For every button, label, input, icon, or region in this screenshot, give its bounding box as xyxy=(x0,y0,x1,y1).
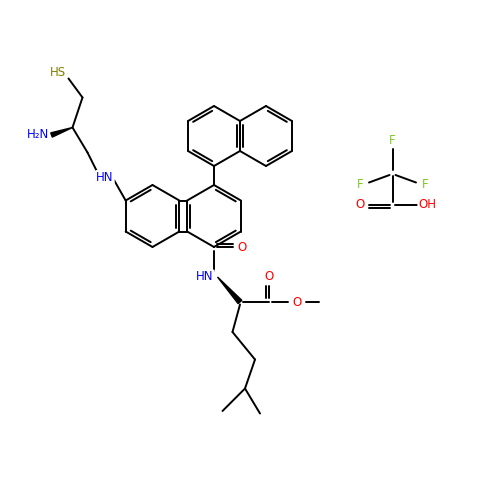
Text: HN: HN xyxy=(96,171,114,184)
Text: OH: OH xyxy=(418,198,436,211)
Text: O: O xyxy=(356,198,364,211)
Text: F: F xyxy=(422,178,428,192)
Text: O: O xyxy=(264,270,274,283)
Text: H₂N: H₂N xyxy=(26,128,48,141)
Text: HS: HS xyxy=(50,66,66,79)
Text: O: O xyxy=(237,240,246,254)
Polygon shape xyxy=(218,277,242,303)
Text: O: O xyxy=(292,296,301,308)
Text: HN: HN xyxy=(196,270,214,283)
Text: F: F xyxy=(389,134,396,146)
Text: F: F xyxy=(356,178,364,192)
Polygon shape xyxy=(50,128,72,137)
